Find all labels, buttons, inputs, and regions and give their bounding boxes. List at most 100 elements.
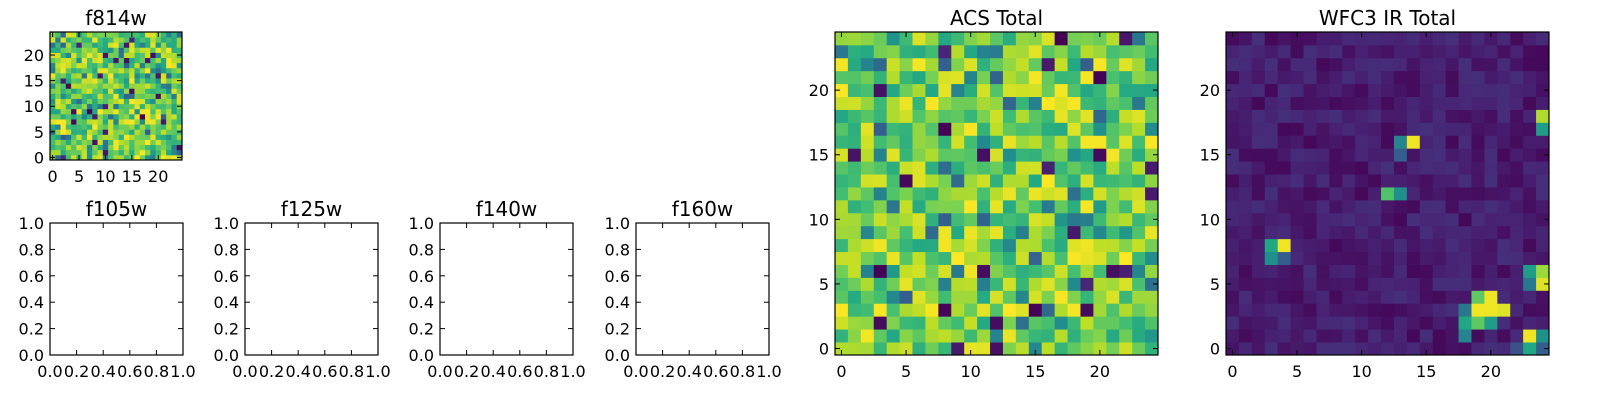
heatmap-cell: [1445, 251, 1459, 265]
heatmap-cell: [847, 122, 862, 136]
heatmap-cell: [171, 57, 178, 64]
heatmap-cell: [97, 139, 104, 146]
heatmap-cell: [1277, 212, 1291, 227]
heatmap-cell: [1329, 135, 1343, 149]
heatmap-cell: [113, 93, 120, 99]
heatmap-cell: [71, 52, 77, 58]
heatmap-cell: [1002, 96, 1017, 110]
heatmap-cell: [1290, 109, 1304, 123]
heatmap-cell: [1342, 212, 1356, 227]
y-tick-label: 1.0: [605, 214, 630, 233]
heatmap-cell: [86, 88, 93, 94]
heatmap-cell: [108, 32, 114, 38]
heatmap-cell: [150, 134, 156, 140]
heatmap-cell: [925, 57, 939, 72]
heatmap-cell: [1432, 32, 1447, 46]
heatmap-cell: [1419, 303, 1434, 317]
heatmap-cell: [176, 67, 183, 74]
heatmap-cell: [925, 277, 939, 291]
heatmap-cell: [1264, 122, 1279, 136]
heatmap-cell: [129, 37, 135, 43]
heatmap-cell: [1458, 135, 1472, 149]
heatmap-cell: [71, 42, 77, 48]
heatmap-cell: [171, 144, 178, 151]
heatmap-cell: [160, 47, 167, 53]
heatmap-cell: [1445, 83, 1459, 97]
heatmap-cell: [55, 88, 61, 94]
heatmap-cell: [166, 139, 172, 146]
heatmap-cell: [964, 96, 978, 110]
heatmap-cell: [977, 187, 991, 201]
heatmap-cell: [1067, 122, 1081, 136]
heatmap-cell: [71, 129, 77, 135]
heatmap-cell: [150, 108, 156, 115]
heatmap-cell: [1080, 225, 1094, 240]
heatmap-cell: [113, 42, 120, 48]
heatmap-cell: [938, 122, 952, 136]
heatmap-cell: [166, 129, 172, 135]
heatmap-cell: [1458, 290, 1472, 304]
x-tick-label: 15: [1416, 362, 1436, 381]
heatmap-cell: [60, 124, 67, 130]
heatmap-cell: [1015, 122, 1030, 136]
heatmap-cell: [990, 212, 1004, 227]
heatmap-cell: [1264, 174, 1279, 188]
heatmap-cell: [1406, 329, 1421, 343]
heatmap-cell: [899, 225, 913, 240]
heatmap-cell: [102, 134, 109, 140]
heatmap-cell: [1054, 277, 1068, 291]
heatmap-cell: [81, 108, 88, 115]
heatmap-cell: [1471, 44, 1485, 59]
heatmap-cell: [1368, 212, 1382, 227]
heatmap-cell: [1497, 57, 1511, 72]
heatmap-cell: [938, 264, 952, 278]
heatmap-cell: [847, 44, 862, 59]
heatmap-cell: [1523, 290, 1537, 304]
heatmap-cell: [1393, 70, 1408, 85]
heatmap-cell: [1406, 264, 1421, 278]
heatmap-cell: [1445, 225, 1459, 240]
heatmap-cell: [1355, 187, 1369, 201]
heatmap-cell: [50, 72, 56, 79]
heatmap-cell: [1355, 70, 1369, 85]
y-tick-label: 15: [24, 72, 44, 91]
heatmap-cell: [1329, 122, 1343, 136]
heatmap-cell: [977, 174, 991, 188]
heatmap-cell: [139, 154, 146, 161]
heatmap-cell: [1080, 342, 1094, 356]
heatmap-cell: [97, 113, 104, 120]
heatmap-cell: [97, 134, 104, 140]
heatmap-cell: [65, 108, 72, 115]
heatmap-cell: [1145, 238, 1159, 253]
heatmap-cell: [166, 62, 172, 69]
heatmap-cell: [1393, 290, 1408, 304]
heatmap-cell: [50, 47, 56, 53]
heatmap-cells: [50, 32, 183, 161]
heatmap-cell: [1251, 187, 1266, 201]
heatmap-cell: [1329, 83, 1343, 97]
heatmap-cell: [1054, 212, 1068, 227]
heatmap-cell: [1119, 238, 1133, 253]
heatmap-cell: [102, 47, 109, 53]
heatmap-cell: [60, 62, 67, 69]
heatmap-cell: [1432, 290, 1447, 304]
heatmap-cell: [60, 149, 67, 156]
heatmap-cell: [1277, 238, 1291, 253]
heatmap-cell: [176, 139, 183, 146]
x-tick-label: 15: [1025, 362, 1045, 381]
heatmap-cell: [129, 98, 135, 105]
heatmap-cell: [113, 83, 120, 89]
y-tick-label: 0.8: [19, 240, 44, 259]
heatmap-cell: [160, 88, 167, 94]
heatmap-cell: [1067, 109, 1081, 123]
heatmap-cell: [1119, 316, 1133, 330]
heatmap-cell: [1471, 109, 1485, 123]
heatmap-cell: [1523, 57, 1537, 72]
heatmap-cell: [123, 103, 130, 110]
heatmap-cell: [1523, 303, 1537, 317]
heatmap-cell: [92, 93, 98, 99]
heatmap-cell: [1497, 135, 1511, 149]
heatmap-cell: [123, 62, 130, 69]
heatmap-cell: [55, 149, 61, 156]
